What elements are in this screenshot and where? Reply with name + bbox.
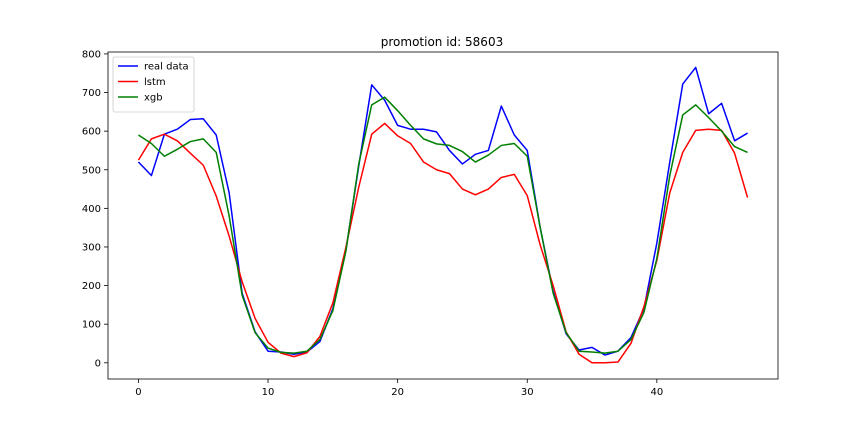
series-layer	[137, 66, 749, 364]
chart-title: promotion id: 58603	[381, 35, 503, 49]
x-tick-label: 30	[521, 387, 534, 398]
y-axis: 0 100 200 300 400 500 600 700 800	[82, 49, 108, 369]
x-tick-label: 40	[650, 387, 663, 398]
y-tick-label: 500	[82, 165, 101, 176]
x-tick-label: 0	[135, 387, 141, 398]
legend-label: lstm	[144, 77, 166, 88]
x-tick-label: 10	[262, 387, 275, 398]
legend-label: real data	[144, 62, 189, 73]
x-axis: 0 10 20 30 40	[135, 379, 663, 398]
x-tick-label: 20	[391, 387, 404, 398]
y-tick-label: 600	[82, 127, 101, 138]
series-line-lstm	[137, 122, 749, 364]
legend: real data lstm xgb	[112, 56, 195, 113]
y-tick-label: 400	[82, 204, 101, 215]
y-tick-label: 100	[82, 320, 101, 331]
plot-frame	[107, 51, 779, 380]
y-tick-label: 300	[82, 242, 101, 253]
y-tick-label: 200	[82, 281, 101, 292]
y-tick-label: 800	[82, 49, 101, 60]
y-tick-label: 0	[95, 358, 101, 369]
series-line-xgb	[138, 96, 748, 354]
y-tick-label: 700	[82, 88, 101, 99]
legend-box	[112, 56, 195, 113]
legend-label: xgb	[144, 93, 163, 104]
